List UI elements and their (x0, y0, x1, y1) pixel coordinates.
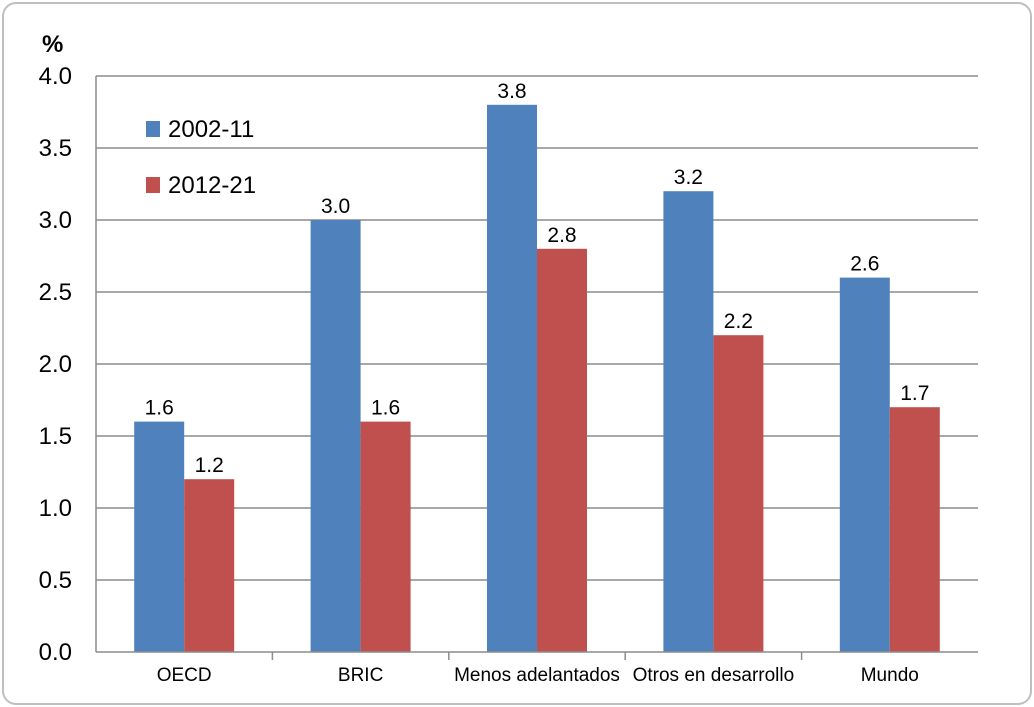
bar-2012-21-otros-en-desarrollo (713, 335, 764, 652)
axes (95, 76, 978, 660)
y-tick-label: 2.0 (39, 351, 72, 378)
data-label: 1.2 (195, 454, 224, 477)
y-axis-tick-labels: 0.0 0.5 1.0 1.5 2.0 2.5 3.0 3.5 4.0 (39, 63, 72, 666)
y-tick-label: 4.0 (39, 63, 72, 90)
bar-2002-11-mundo (839, 277, 890, 652)
legend-swatch (146, 177, 160, 193)
bar-2012-21-oecd (184, 479, 235, 652)
bars (134, 104, 940, 653)
data-label: 2.2 (724, 310, 753, 333)
x-category-label: Mundo (861, 665, 919, 686)
y-axis-unit-label: % (42, 31, 63, 58)
x-category-label: Otros en desarrollo (633, 665, 795, 686)
data-label: 1.7 (900, 382, 929, 405)
data-label: 2.8 (547, 224, 576, 247)
x-category-label: Menos adelantados (454, 665, 620, 686)
x-category-label: OECD (157, 665, 212, 686)
bar-2002-11-menos-adelantados (487, 104, 537, 653)
legend-label: 2002-11 (168, 116, 254, 143)
y-tick-label: 3.0 (39, 207, 72, 234)
bar-2012-21-mundo (889, 407, 940, 652)
data-label: 1.6 (145, 397, 174, 420)
data-labels: 1.6 1.2 3.0 1.6 3.8 2.8 3.2 2.2 2.6 1.7 (145, 80, 930, 477)
data-label: 3.2 (674, 166, 703, 189)
bar-2012-21-menos-adelantados (537, 248, 587, 653)
legend: 2002-11 2012-21 (146, 116, 256, 199)
legend-label: 2012-21 (168, 172, 256, 199)
bar-2002-11-otros-en-desarrollo (663, 191, 714, 652)
y-tick-label: 2.5 (39, 279, 72, 306)
data-label: 3.0 (321, 195, 350, 218)
data-label: 2.6 (850, 253, 879, 276)
y-tick-label: 0.5 (39, 567, 72, 594)
bar-2012-21-bric (360, 421, 411, 652)
y-tick-label: 1.0 (39, 495, 72, 522)
x-axis-category-labels: OECD BRIC Menos adelantados Otros en desarr… (157, 665, 919, 686)
data-label: 3.8 (497, 80, 526, 103)
y-tick-label: 1.5 (39, 423, 72, 450)
x-category-label: BRIC (338, 665, 383, 686)
legend-swatch (146, 121, 160, 137)
data-label: 1.6 (371, 397, 400, 420)
bar-2002-11-oecd (134, 421, 185, 652)
bar-2002-11-bric (310, 220, 361, 652)
y-tick-label: 3.5 (39, 135, 72, 162)
y-tick-label: 0.0 (39, 639, 72, 666)
